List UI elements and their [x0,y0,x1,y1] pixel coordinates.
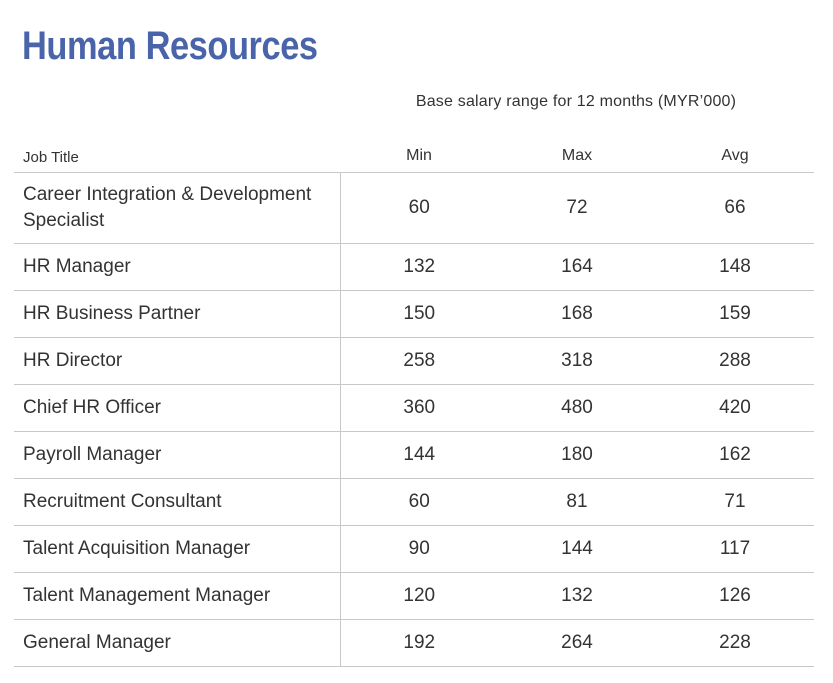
avg-salary-cell: 162 [656,431,814,479]
job-title-cell: HR Director [14,337,341,385]
job-title-cell: HR Manager [14,243,341,291]
column-header-avg: Avg [656,140,814,173]
avg-salary-cell: 126 [656,572,814,620]
job-title-cell: Career Integration & Development Special… [14,172,341,244]
max-salary-cell: 318 [498,337,656,385]
avg-salary-cell: 159 [656,290,814,338]
table-row: HR Business Partner 150 168 159 [14,290,814,338]
table-row: General Manager 192 264 228 [14,619,814,667]
table-row: Payroll Manager 144 180 162 [14,431,814,479]
min-salary-cell: 144 [340,431,498,479]
min-salary-cell: 132 [340,243,498,291]
max-salary-cell: 168 [498,290,656,338]
table-row: Talent Acquisition Manager 90 144 117 [14,525,814,573]
table-row: HR Director 258 318 288 [14,337,814,385]
min-salary-cell: 258 [340,337,498,385]
job-title-cell: Payroll Manager [14,431,341,479]
avg-salary-cell: 288 [656,337,814,385]
max-salary-cell: 81 [498,478,656,526]
column-header-job-title: Job Title [14,140,340,173]
salary-range-caption: Base salary range for 12 months (MYR’000… [415,93,737,110]
job-title-cell: Talent Management Manager [14,572,341,620]
min-salary-cell: 192 [340,619,498,667]
job-title-cell: General Manager [14,619,341,667]
avg-salary-cell: 117 [656,525,814,573]
max-salary-cell: 144 [498,525,656,573]
min-salary-cell: 90 [340,525,498,573]
avg-salary-cell: 66 [656,172,814,244]
table-row: Chief HR Officer 360 480 420 [14,384,814,432]
avg-salary-cell: 228 [656,619,814,667]
max-salary-cell: 72 [498,172,656,244]
min-salary-cell: 360 [340,384,498,432]
avg-salary-cell: 420 [656,384,814,432]
job-title-cell: Recruitment Consultant [14,478,341,526]
max-salary-cell: 480 [498,384,656,432]
table-row: Recruitment Consultant 60 81 71 [14,478,814,526]
avg-salary-cell: 148 [656,243,814,291]
min-salary-cell: 60 [340,172,498,244]
max-salary-cell: 164 [498,243,656,291]
column-header-min: Min [340,140,498,173]
avg-salary-cell: 71 [656,478,814,526]
table-header-row: Job Title Min Max Avg [14,140,814,173]
max-salary-cell: 264 [498,619,656,667]
max-salary-cell: 132 [498,572,656,620]
job-title-cell: HR Business Partner [14,290,341,338]
page-title: Human Resources [22,24,318,68]
table-row: Career Integration & Development Special… [14,172,814,244]
min-salary-cell: 150 [340,290,498,338]
max-salary-cell: 180 [498,431,656,479]
table-row: Talent Management Manager 120 132 126 [14,572,814,620]
job-title-cell: Talent Acquisition Manager [14,525,341,573]
min-salary-cell: 120 [340,572,498,620]
table-row: HR Manager 132 164 148 [14,243,814,291]
job-title-cell: Chief HR Officer [14,384,341,432]
column-header-max: Max [498,140,656,173]
min-salary-cell: 60 [340,478,498,526]
salary-table: Job Title Min Max Avg Career Integration… [14,140,814,667]
